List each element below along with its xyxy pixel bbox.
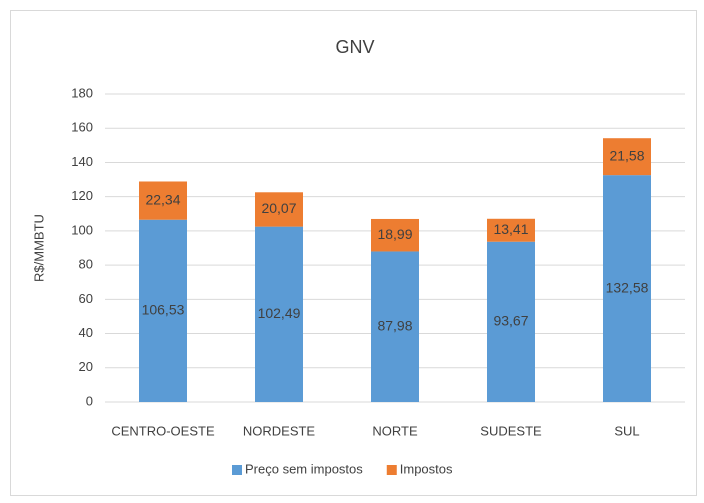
data-label: 13,41 bbox=[493, 221, 528, 237]
legend-swatch bbox=[232, 465, 242, 475]
x-tick-label: SUL bbox=[614, 423, 639, 438]
legend-label: Preço sem impostos bbox=[245, 461, 363, 476]
y-tick-label: 80 bbox=[79, 257, 93, 272]
data-label: 102,49 bbox=[258, 305, 301, 321]
x-tick-label: SUDESTE bbox=[480, 423, 542, 438]
y-tick-label: 160 bbox=[71, 120, 93, 135]
bar-segment bbox=[139, 219, 187, 402]
y-tick-label: 60 bbox=[79, 291, 93, 306]
y-tick-label: 120 bbox=[71, 188, 93, 203]
x-tick-label: NORDESTE bbox=[243, 423, 316, 438]
y-axis-label: R$/MMBTU bbox=[31, 214, 46, 282]
chart-border bbox=[10, 10, 697, 496]
data-label: 18,99 bbox=[377, 226, 412, 242]
data-label: 22,34 bbox=[145, 191, 180, 207]
y-tick-label: 40 bbox=[79, 325, 93, 340]
x-tick-label: CENTRO-OESTE bbox=[111, 423, 215, 438]
data-label: 87,98 bbox=[377, 317, 412, 333]
chart-title: GNV bbox=[335, 37, 374, 57]
bar-segment bbox=[139, 181, 187, 220]
data-label: 20,07 bbox=[261, 200, 296, 216]
bar-segment bbox=[371, 251, 419, 402]
data-label: 93,67 bbox=[493, 313, 528, 329]
data-label: 21,58 bbox=[609, 147, 644, 163]
bar-segment bbox=[603, 175, 651, 402]
y-tick-label: 0 bbox=[86, 393, 93, 408]
bar-segment bbox=[255, 192, 303, 227]
y-tick-label: 100 bbox=[71, 222, 93, 237]
bar-segment bbox=[371, 218, 419, 252]
y-tick-label: 20 bbox=[79, 359, 93, 374]
bar-segment bbox=[603, 138, 651, 176]
bar-segment bbox=[487, 241, 535, 402]
legend-swatch bbox=[386, 465, 397, 475]
y-tick-label: 140 bbox=[71, 154, 93, 169]
legend-label: Impostos bbox=[400, 461, 453, 476]
bar-segment bbox=[487, 218, 535, 242]
x-tick-label: NORTE bbox=[372, 423, 418, 438]
y-tick-label: 180 bbox=[71, 85, 93, 100]
bar-segment bbox=[255, 226, 303, 402]
data-label: 132,58 bbox=[606, 279, 649, 295]
data-label: 106,53 bbox=[142, 302, 185, 318]
